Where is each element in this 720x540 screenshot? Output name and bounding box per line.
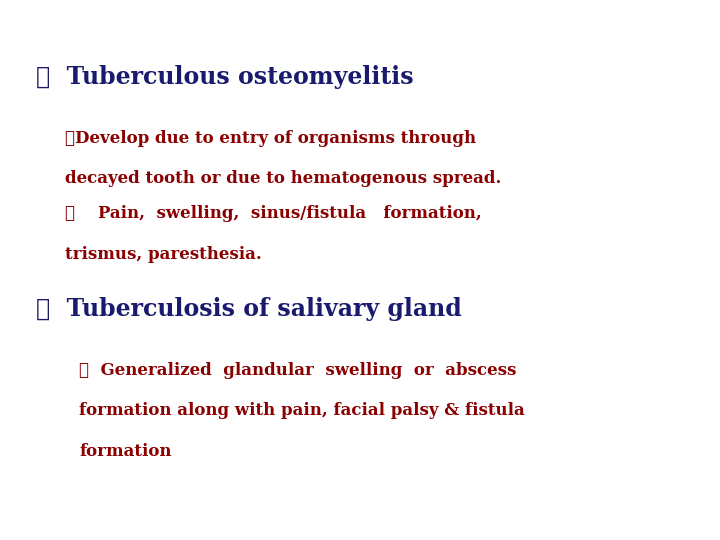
Text: ❖  Generalized  glandular  swelling  or  abscess: ❖ Generalized glandular swelling or absc…: [79, 362, 516, 379]
Text: ❖  Tuberculosis of salivary gland: ❖ Tuberculosis of salivary gland: [36, 297, 462, 321]
Text: formation: formation: [79, 443, 171, 460]
Text: ❖  Tuberculous osteomyelitis: ❖ Tuberculous osteomyelitis: [36, 65, 413, 89]
Text: ❖Develop due to entry of organisms through: ❖Develop due to entry of organisms throu…: [65, 130, 476, 146]
Text: ❖    Pain,  swelling,  sinus/fistula   formation,: ❖ Pain, swelling, sinus/fistula formatio…: [65, 205, 482, 222]
Text: decayed tooth or due to hematogenous spread.: decayed tooth or due to hematogenous spr…: [65, 170, 501, 187]
Text: trismus, paresthesia.: trismus, paresthesia.: [65, 246, 261, 262]
Text: formation along with pain, facial palsy & fistula: formation along with pain, facial palsy …: [79, 402, 525, 419]
